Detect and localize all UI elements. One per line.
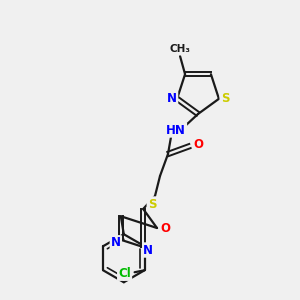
Text: Cl: Cl [118, 267, 131, 280]
Text: O: O [160, 221, 170, 235]
Text: S: S [148, 197, 156, 211]
Text: O: O [193, 137, 203, 151]
Text: S: S [221, 92, 229, 105]
Text: N: N [167, 92, 177, 105]
Text: CH₃: CH₃ [169, 44, 190, 54]
Text: HN: HN [166, 124, 186, 136]
Text: N: N [143, 244, 153, 256]
Text: N: N [111, 236, 121, 249]
